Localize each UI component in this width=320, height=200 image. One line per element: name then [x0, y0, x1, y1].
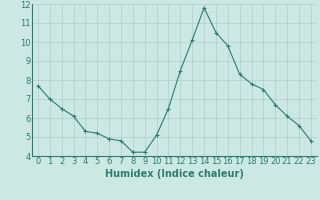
X-axis label: Humidex (Indice chaleur): Humidex (Indice chaleur)	[105, 169, 244, 179]
